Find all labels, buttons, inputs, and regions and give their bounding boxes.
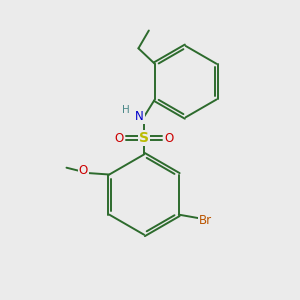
Text: O: O <box>164 132 174 145</box>
Text: S: S <box>139 131 149 145</box>
Text: O: O <box>79 164 88 178</box>
Text: H: H <box>122 105 130 115</box>
Text: O: O <box>115 132 124 145</box>
Text: N: N <box>135 110 144 123</box>
Text: Br: Br <box>199 214 212 227</box>
